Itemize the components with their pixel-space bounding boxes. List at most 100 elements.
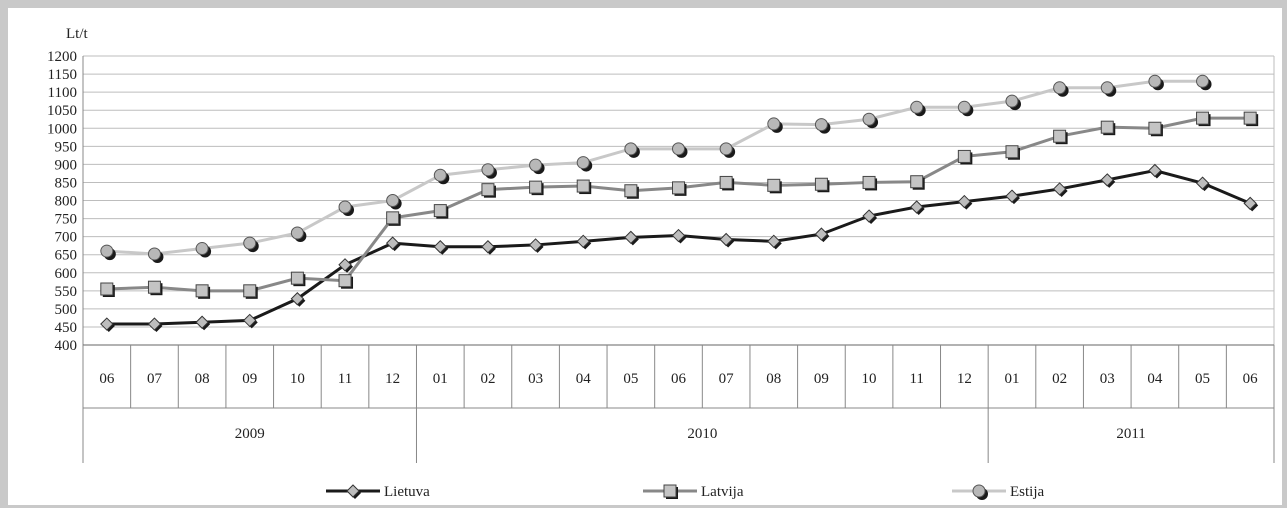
data-point	[290, 292, 305, 306]
data-point	[195, 242, 209, 256]
data-point	[957, 100, 971, 114]
data-point	[624, 184, 638, 198]
grid-lines	[82, 55, 1275, 346]
data-point	[814, 227, 829, 241]
series-estija	[100, 74, 1212, 263]
data-point	[147, 317, 162, 331]
data-point	[1100, 120, 1114, 134]
data-point	[290, 271, 304, 285]
data-point	[576, 234, 590, 249]
data-point	[433, 204, 447, 218]
y-tick-label: 850	[55, 175, 78, 191]
data-point	[528, 238, 543, 252]
data-point	[862, 175, 876, 189]
series-group	[100, 74, 1259, 333]
data-point	[1148, 74, 1162, 88]
y-axis-label: Lt/t	[66, 26, 88, 42]
data-point	[385, 236, 400, 250]
data-point	[957, 194, 972, 209]
data-point	[672, 181, 685, 195]
data-point	[767, 117, 781, 131]
data-point	[338, 200, 352, 214]
y-tick-label: 750	[55, 212, 78, 228]
x-tick-label: 01	[433, 371, 448, 387]
x-tick-label: 10	[862, 371, 877, 387]
chart-frame: Lt/t 400 450 500 550 600 650 700 750 800 850 900 95…	[8, 8, 1282, 505]
data-point	[100, 282, 114, 296]
data-point	[433, 240, 448, 254]
data-point	[719, 232, 733, 247]
legend-marker	[663, 484, 677, 498]
data-point	[1005, 145, 1019, 159]
line-chart: Lt/t 400 450 500 550 600 650 700 750 800 850 900 95…	[47, 26, 1275, 500]
x-tick-label: 06	[99, 371, 115, 387]
data-point	[1005, 94, 1019, 108]
y-tick-label: 450	[55, 320, 78, 336]
data-point	[433, 168, 447, 182]
y-tick-label: 550	[55, 284, 78, 300]
data-point	[338, 258, 352, 272]
data-point	[719, 175, 733, 189]
series-latvija	[100, 111, 1259, 299]
data-point	[481, 163, 495, 177]
y-tick-label: 500	[55, 302, 78, 318]
data-point	[290, 226, 304, 240]
y-tick-label: 1150	[48, 67, 77, 83]
x-tick-label: 02	[480, 371, 495, 387]
data-point	[767, 234, 781, 249]
legend: Lietuva Latvija Estija	[326, 484, 1045, 500]
data-point	[814, 118, 828, 132]
data-point	[195, 284, 209, 298]
data-point	[719, 142, 733, 156]
data-point	[147, 247, 161, 261]
legend-item: Estija	[952, 484, 1045, 500]
y-tick-label: 900	[55, 157, 78, 173]
x-tick-label: 04	[576, 371, 592, 387]
data-point	[1243, 196, 1257, 211]
data-point	[195, 315, 209, 329]
year-label: 2011	[1116, 426, 1145, 442]
x-tick-label: 06	[671, 371, 687, 387]
x-tick-label: 04	[1147, 371, 1163, 387]
x-tick-label: 12	[385, 371, 400, 387]
y-tick-label: 1200	[47, 49, 77, 65]
y-tick-label: 700	[55, 230, 78, 246]
x-tick-label: 06	[1243, 371, 1259, 387]
data-point	[1196, 74, 1210, 88]
data-point	[243, 284, 257, 298]
data-point	[1100, 173, 1114, 187]
data-point	[624, 230, 638, 245]
data-point	[671, 228, 686, 243]
series-lietuva	[100, 163, 1259, 333]
data-point	[957, 149, 971, 163]
data-point	[529, 180, 543, 194]
x-tick-label: 11	[909, 371, 923, 387]
year-label: 2009	[235, 426, 265, 442]
x-tick-label: 08	[195, 371, 210, 387]
data-point	[862, 209, 876, 223]
legend-label: Lietuva	[384, 484, 430, 500]
data-point	[910, 175, 924, 189]
data-point	[576, 156, 590, 170]
year-label: 2010	[687, 426, 717, 442]
x-tick-label: 05	[1195, 371, 1210, 387]
data-point	[100, 317, 114, 331]
data-point	[386, 194, 400, 207]
x-tick-label: 09	[242, 371, 257, 387]
data-point	[338, 274, 352, 288]
y-tick-labels: 400 450 500 550 600 650 700 750 800 850 900 950 1000…	[47, 49, 77, 354]
y-tick-label: 1000	[47, 121, 77, 137]
data-point	[481, 183, 495, 197]
data-point	[1052, 182, 1067, 196]
y-tick-label: 950	[55, 139, 78, 155]
data-point	[147, 280, 161, 294]
x-tick-label: 12	[957, 371, 972, 387]
data-point	[1005, 189, 1019, 203]
y-tick-label: 800	[55, 194, 78, 210]
data-point	[386, 211, 400, 225]
y-tick-label: 650	[55, 248, 78, 264]
y-tick-label: 600	[55, 266, 78, 282]
legend-label: Latvija	[701, 484, 744, 500]
data-point	[862, 112, 876, 126]
legend-item: Latvija	[643, 484, 744, 500]
